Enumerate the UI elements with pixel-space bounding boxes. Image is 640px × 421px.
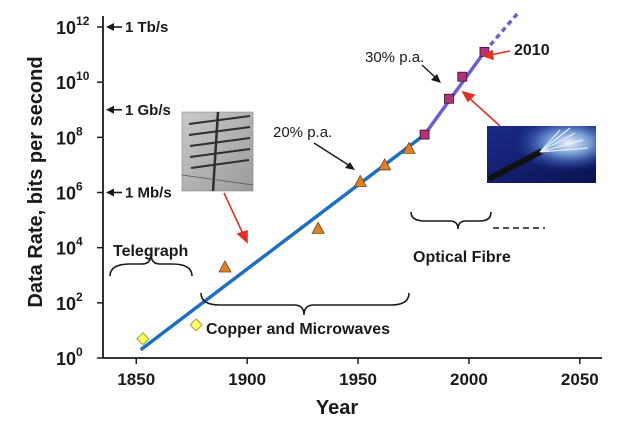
trend-line <box>423 50 486 136</box>
y-tick-label: 104 <box>56 235 83 259</box>
trend-line <box>139 133 426 352</box>
telegraph-point <box>189 318 203 332</box>
growth-callouts: 20% p.a. 30% p.a. 2010 <box>273 42 550 170</box>
x-tick-label: 2050 <box>561 370 599 389</box>
telegraph-point <box>136 332 150 346</box>
y-tick-label: 100 <box>56 345 83 369</box>
copper-point <box>218 260 232 273</box>
y-tick-label: 1012 <box>56 14 90 38</box>
copper-point <box>311 221 325 234</box>
y-tick-label: 106 <box>56 180 83 204</box>
growth-fibre-label: 30% p.a. <box>365 49 424 66</box>
x-tick-label: 2000 <box>450 370 488 389</box>
data-markers <box>136 46 490 346</box>
axes <box>102 16 602 359</box>
telegraph-brace <box>109 253 193 277</box>
year-arrow <box>489 50 511 56</box>
copper-point <box>353 174 367 187</box>
rate-label: 1 Gb/s <box>125 102 171 119</box>
copper-point <box>377 158 392 171</box>
y-tick-label: 108 <box>56 124 83 148</box>
fibre-brace <box>410 211 492 230</box>
rate-arrow-head <box>106 23 114 32</box>
pole-arrow <box>223 192 245 237</box>
era-fibre-label: Optical Fibre <box>413 249 511 266</box>
era-braces <box>109 211 545 316</box>
x-tick-label: 1850 <box>117 370 155 389</box>
fibre-point <box>444 93 454 104</box>
telephone-pole-photo <box>181 111 254 192</box>
x-tick-label: 1950 <box>339 370 377 389</box>
x-axis-label: Year <box>316 397 358 419</box>
y-tick-label: 102 <box>56 290 83 314</box>
x-tick-label: 1900 <box>228 370 266 389</box>
copper-brace <box>200 292 410 316</box>
growth-copper-label: 20% p.a. <box>273 124 332 141</box>
rate-label: 1 Mb/s <box>125 185 172 202</box>
x-tick-labels: 1850 1900 1950 2000 2050 <box>117 358 599 389</box>
rate-label: 1 Tb/s <box>125 19 168 36</box>
rate-arrow-head <box>106 188 114 197</box>
year-2010-label: 2010 <box>514 42 550 59</box>
y-tick-labels: 1012 1010 108 106 104 102 100 <box>56 14 103 369</box>
rate-arrow-head <box>106 105 114 114</box>
era-telegraph-label: Telegraph <box>113 243 188 260</box>
y-axis-label: Data Rate, bits per second <box>25 56 47 307</box>
optical-fibre-photo <box>487 126 596 183</box>
trend-lines <box>139 12 520 352</box>
y-tick-label: 1010 <box>56 69 90 93</box>
fibre-arrow <box>467 96 501 127</box>
copper-point <box>402 141 416 154</box>
fibre-point <box>419 129 430 140</box>
era-copper-label: Copper and Microwaves <box>206 321 390 338</box>
fibre-point <box>457 71 468 82</box>
callout-arrows <box>223 49 511 244</box>
trend-line-projection <box>483 12 520 53</box>
rate-labels: 1 Tb/s 1 Gb/s 1 Mb/s <box>106 19 172 202</box>
